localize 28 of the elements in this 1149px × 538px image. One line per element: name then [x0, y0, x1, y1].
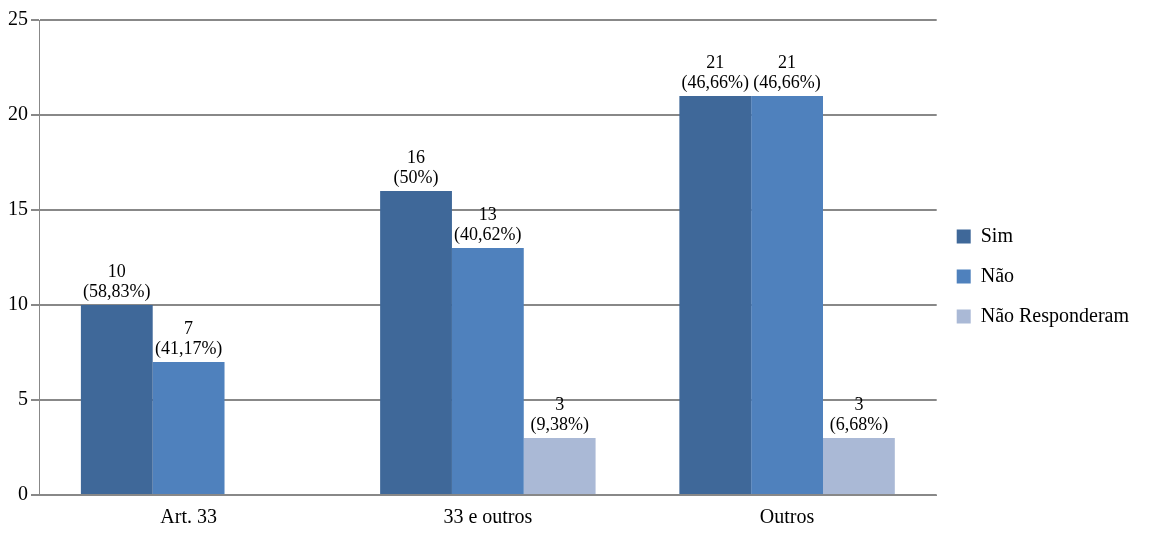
y-tick-label: 15 — [8, 197, 28, 220]
data-label: 16 (50%) — [393, 146, 439, 188]
bar — [152, 362, 225, 494]
y-tick-label: 0 — [18, 482, 28, 505]
bar — [823, 438, 895, 494]
data-label: 10 (58,83%) — [83, 260, 151, 302]
y-tick-label: 10 — [8, 292, 28, 315]
x-tick-label: Art. 33 — [160, 505, 217, 528]
bar — [380, 191, 452, 494]
data-label: 13 (40,62%) — [454, 203, 522, 245]
bar — [679, 96, 752, 494]
bar — [751, 96, 823, 494]
legend-label: Não — [980, 263, 1015, 286]
y-tick-label: 5 — [18, 387, 28, 410]
bar — [451, 248, 524, 494]
x-tick-label: 33 e outros — [443, 505, 533, 528]
data-label: 21 (46,66%) — [753, 51, 821, 93]
legend-label: Sim — [980, 223, 1014, 246]
y-tick-label: 20 — [8, 102, 28, 125]
legend-label: Não Responderam — [980, 303, 1130, 327]
bar — [523, 438, 596, 494]
data-label: 7 (41,17%) — [154, 317, 223, 359]
bar — [80, 305, 153, 494]
y-tick-label: 25 — [8, 7, 28, 30]
x-tick-label: Outros — [759, 505, 815, 528]
data-label: 21 (46,66%) — [681, 51, 750, 93]
data-label: 3 (9,38%) — [530, 393, 589, 435]
data-label: 3 (6,68%) — [829, 393, 889, 435]
